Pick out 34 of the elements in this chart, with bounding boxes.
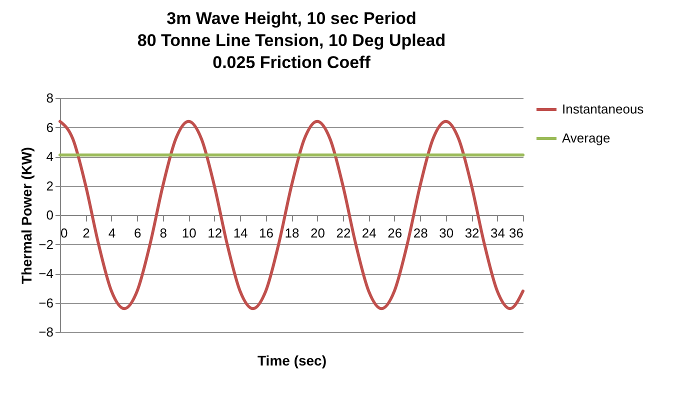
x-tick-label: 4 [108,226,116,240]
y-tick-label: 2 [46,178,54,194]
y-tick-label: 8 [46,90,54,106]
y-tick-label: −2 [38,236,54,252]
y-tick-label: −4 [38,266,54,281]
x-tick-label: 8 [160,226,168,240]
y-tick-label: 4 [46,149,54,164]
chart-title: 3m Wave Height, 10 sec Period 80 Tonne Line Tension, 10 Deg Uplead 0.025 Friction Coeff [137,9,446,72]
x-tick-label: 32 [464,226,480,240]
x-tick-label: 12 [208,226,222,240]
x-tick-label: 22 [336,226,351,240]
x-tick-label: 2 [82,226,90,240]
x-tick-label: 28 [413,226,428,240]
y-tick-label: 0 [46,208,54,222]
x-tick-label: 14 [233,226,248,240]
x-tick-label: 18 [284,226,300,240]
legend-label: Instantaneous [562,102,644,116]
legend-label: Average [562,130,610,146]
y-tick-label: 6 [46,120,54,135]
x-tick-label: 30 [439,226,454,240]
x-tick-label: 10 [182,226,196,240]
x-axis-title: Time (sec) [258,352,326,368]
line-series [58,120,524,310]
x-tick-label: 16 [259,226,274,240]
x-tick-label: 26 [388,226,402,240]
y-tick-label: −8 [38,324,54,340]
x-tick-label: 34 [490,226,506,240]
x-tick-label: 36 [509,226,524,240]
y-tick-label: −6 [38,295,54,310]
x-tick-label: 6 [134,226,142,240]
x-tick-label: 20 [310,226,325,240]
x-tick-label: 0 [60,226,68,240]
y-axis-title: Thermal Power (KW) [18,147,35,284]
x-tick-label: 24 [362,226,376,240]
